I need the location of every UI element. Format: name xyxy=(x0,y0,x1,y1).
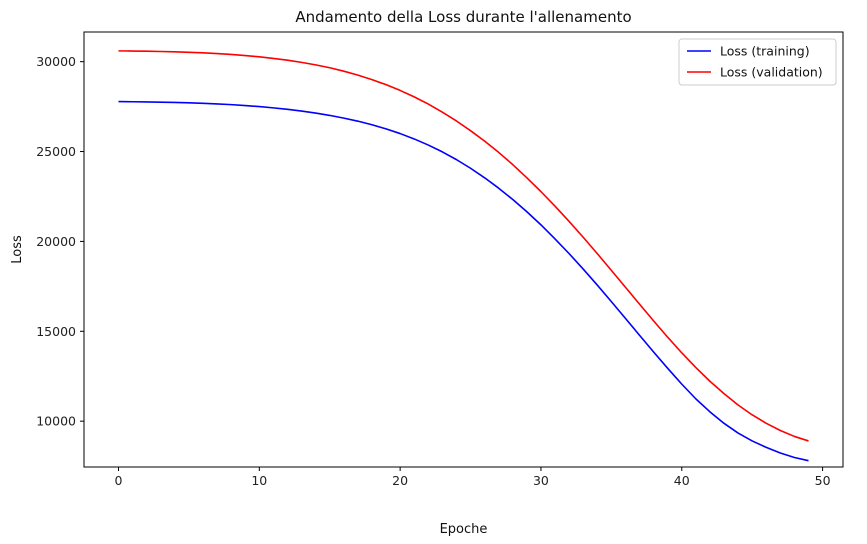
x-tick-label: 10 xyxy=(251,473,267,488)
legend-label: Loss (validation) xyxy=(720,65,823,80)
x-axis-label: Epoche xyxy=(440,522,488,537)
plot-area: 0 10 20 30 40 50 10000 15000 20000 25000 30000 xyxy=(36,31,844,488)
y-axis-label: Loss xyxy=(10,235,25,264)
x-tick-label: 30 xyxy=(533,473,549,488)
series-line-training xyxy=(118,100,809,462)
x-tick-label: 0 xyxy=(115,473,123,488)
legend-label: Loss (training) xyxy=(720,44,810,59)
plot-frame xyxy=(83,31,844,468)
series-layer xyxy=(118,50,809,462)
y-tick-label: 30000 xyxy=(36,54,76,69)
series-line-validation xyxy=(118,50,809,442)
y-tick-label: 20000 xyxy=(36,234,76,249)
x-axis-ticks: 0 10 20 30 40 50 xyxy=(115,467,831,488)
y-tick-label: 25000 xyxy=(36,144,76,159)
x-tick-label: 40 xyxy=(674,473,690,488)
x-tick-label: 50 xyxy=(815,473,831,488)
legend-box xyxy=(678,38,837,86)
x-tick-label: 20 xyxy=(392,473,408,488)
legend: Loss (training) Loss (validation) xyxy=(678,38,837,86)
chart-title: Andamento della Loss durante l'allenamen… xyxy=(295,8,631,26)
y-axis-ticks: 10000 15000 20000 25000 30000 xyxy=(36,54,84,429)
y-tick-label: 15000 xyxy=(36,324,76,339)
y-tick-label: 10000 xyxy=(36,414,76,429)
